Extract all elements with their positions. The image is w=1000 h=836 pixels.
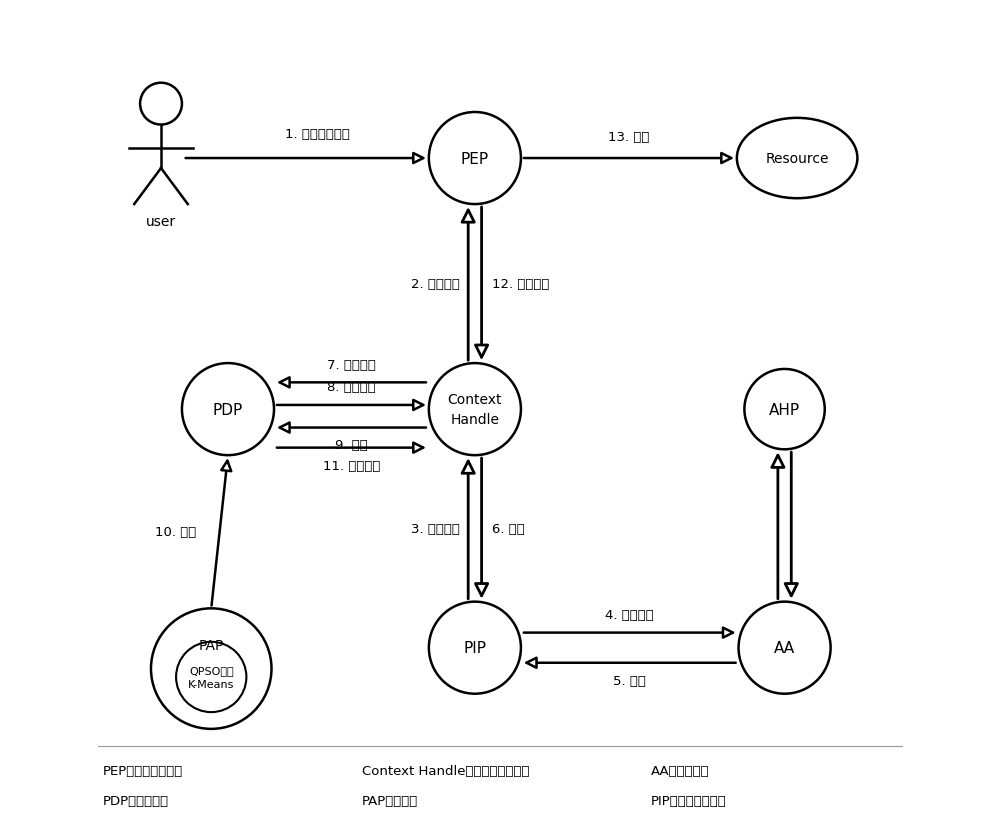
Text: PEP：策略执行组件: PEP：策略执行组件 [102,764,183,777]
Text: user: user [146,215,176,228]
Text: Context Handle：上下文处理组件: Context Handle：上下文处理组件 [362,764,529,777]
Text: Context
Handle: Context Handle [448,393,502,426]
Text: 7. 标准请求: 7. 标准请求 [327,358,376,371]
Text: 10. 策略: 10. 策略 [155,526,196,538]
Text: 8. 属性请求: 8. 属性请求 [327,380,376,394]
Text: 4. 属性请求: 4. 属性请求 [605,608,654,621]
Text: 6. 属性: 6. 属性 [492,522,524,535]
Text: 9. 属性: 9. 属性 [335,439,368,452]
Text: 2. 原始请求: 2. 原始请求 [411,278,460,291]
Text: 11. 标准请求: 11. 标准请求 [323,459,380,472]
Text: AA：属性权值: AA：属性权值 [651,764,709,777]
Text: 12. 原始响应: 12. 原始响应 [492,278,549,291]
Text: 13. 访问: 13. 访问 [608,130,650,144]
Text: AA: AA [774,640,795,655]
Text: PAP：策略库: PAP：策略库 [362,794,418,808]
Text: 1. 原始访问请求: 1. 原始访问请求 [285,127,350,140]
Text: AHP: AHP [769,402,800,417]
Text: QPSO优化
K-Means: QPSO优化 K-Means [188,665,234,689]
Text: PDP：策略组件: PDP：策略组件 [102,794,169,808]
Text: PAP: PAP [199,639,224,652]
Text: Resource: Resource [765,152,829,166]
Text: PIP：属性检索组件: PIP：属性检索组件 [651,794,726,808]
Text: 5. 属性: 5. 属性 [613,674,646,687]
Text: PIP: PIP [463,640,486,655]
Text: PDP: PDP [213,402,243,417]
Text: PEP: PEP [461,151,489,166]
Text: 3. 属性请求: 3. 属性请求 [411,522,460,535]
